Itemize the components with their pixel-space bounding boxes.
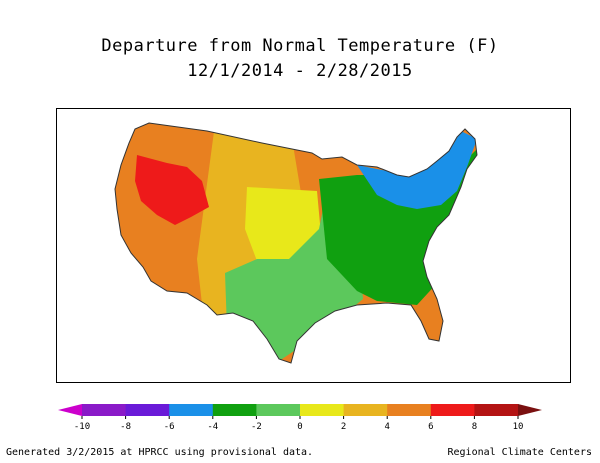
- legend-tick-label: 6: [428, 422, 433, 430]
- region-central-plains: [245, 187, 321, 261]
- legend-swatch: [256, 404, 301, 416]
- legend-swatch: [212, 404, 257, 416]
- legend-tick-label: -2: [251, 422, 262, 430]
- legend-tick-label: 2: [341, 422, 346, 430]
- legend-swatch: [169, 404, 214, 416]
- us-temperature-map: [114, 122, 478, 364]
- footer-right: Regional Climate Centers: [447, 447, 593, 458]
- legend-ticks: -10 -8 -6 -4 -2 0 2 4 6 8 10: [74, 416, 524, 430]
- color-legend: -10 -8 -6 -4 -2 0 2 4 6 8 10: [58, 404, 542, 430]
- legend-tick-label: -8: [120, 422, 131, 430]
- legend-swatch: [474, 404, 519, 416]
- legend-tick-label: 8: [472, 422, 477, 430]
- date-range: 12/1/2014 - 2/28/2015: [187, 61, 413, 81]
- legend-tick-label: 0: [297, 422, 302, 430]
- region-great-basin: [135, 155, 209, 225]
- footer-left: Generated 3/2/2015 at HPRCC using provis…: [6, 447, 314, 458]
- map-title: Departure from Normal Temperature (F): [101, 36, 499, 56]
- map-frame: [56, 108, 571, 383]
- legend-tick-label: -10: [74, 422, 90, 430]
- legend-swatch: [387, 404, 432, 416]
- legend-swatch: [82, 404, 127, 416]
- legend-swatch: [300, 404, 345, 416]
- legend-tick-label: -6: [164, 422, 175, 430]
- legend-swatch-below-min: [58, 404, 82, 416]
- legend-swatches: [58, 404, 542, 416]
- legend-swatch: [343, 404, 388, 416]
- legend-swatch-above-max: [518, 404, 542, 416]
- legend-swatch: [430, 404, 475, 416]
- legend-tick-label: -4: [207, 422, 218, 430]
- legend-tick-label: 10: [513, 422, 524, 430]
- legend-tick-label: 4: [384, 422, 389, 430]
- legend-swatch: [125, 404, 170, 416]
